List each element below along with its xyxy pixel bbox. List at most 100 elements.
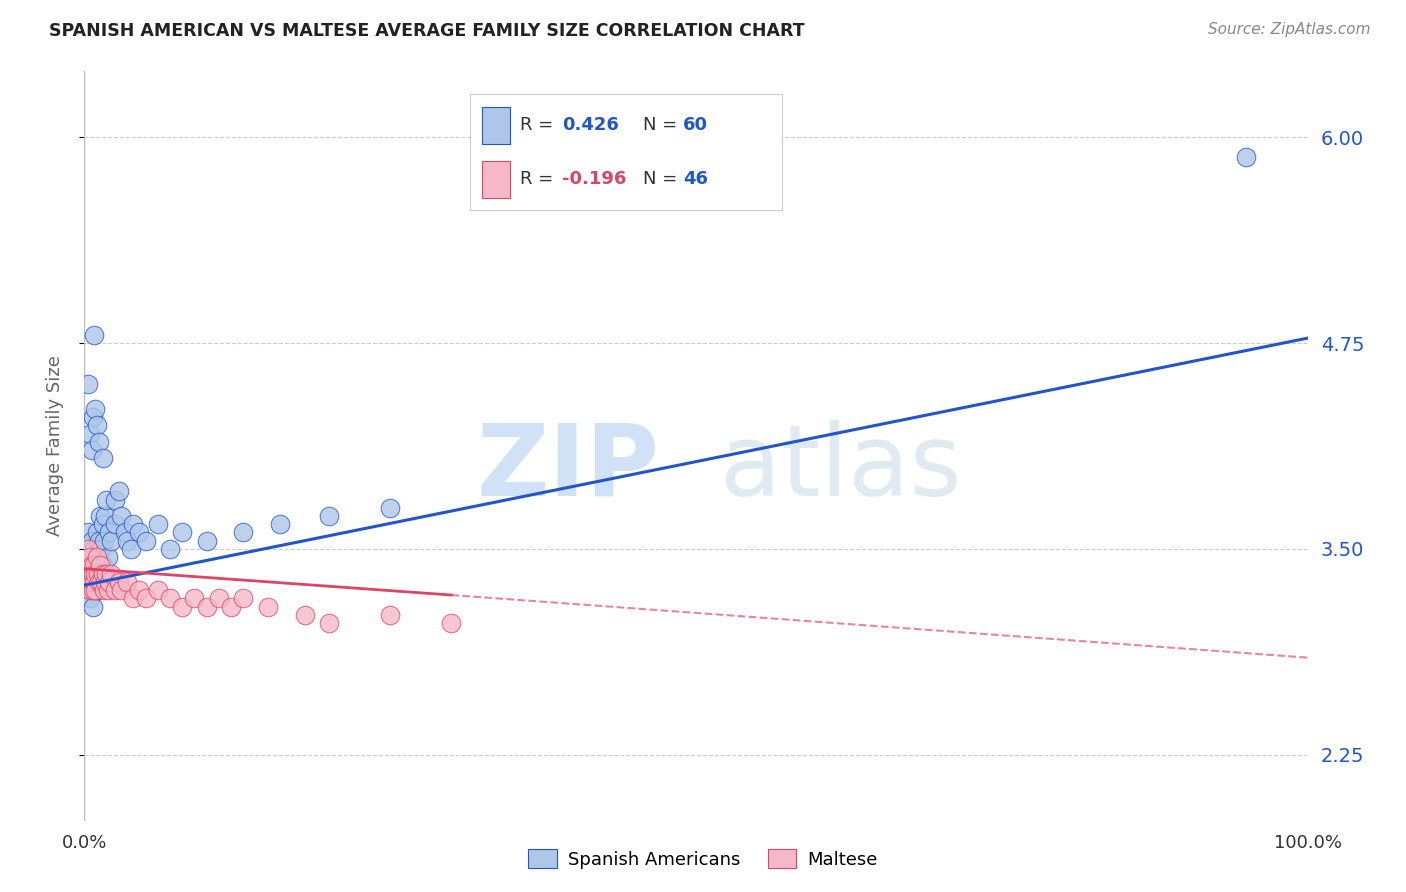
Point (380, 607, 402, 622)
Point (80, 574, 103, 589)
Point (257, 599, 280, 614)
Point (318, 508, 340, 523)
Point (110, 583, 132, 598)
Point (172, 525, 194, 540)
Point (183, 591, 205, 606)
Point (77, 525, 100, 540)
Point (76, 574, 98, 589)
Point (83, 541, 105, 556)
Point (159, 591, 181, 606)
Point (79, 550, 101, 565)
Point (89, 508, 111, 523)
Legend: Spanish Americans, Maltese: Spanish Americans, Maltese (522, 842, 884, 876)
Point (86, 550, 108, 565)
Point (219, 599, 242, 614)
Point (90, 574, 112, 589)
Point (135, 591, 157, 606)
Point (87, 566, 110, 581)
Point (87, 583, 110, 598)
Text: atlas: atlas (720, 420, 962, 517)
Point (318, 615, 340, 630)
Point (77, 583, 100, 598)
Point (97, 525, 120, 540)
Point (79, 426, 101, 441)
Point (380, 500, 402, 515)
Point (128, 583, 150, 598)
Point (82, 599, 104, 614)
Text: ZIP: ZIP (477, 420, 659, 517)
Point (97, 574, 120, 589)
Point (100, 533, 122, 548)
Text: Source: ZipAtlas.com: Source: ZipAtlas.com (1208, 22, 1371, 37)
Point (104, 583, 127, 598)
Point (84, 401, 107, 416)
Point (82, 566, 104, 581)
Point (83, 558, 105, 573)
Point (440, 615, 463, 630)
Point (83, 327, 105, 342)
Point (82, 410, 104, 425)
Point (84, 566, 107, 581)
Point (87, 574, 110, 589)
Point (1236, 150, 1258, 164)
Point (86, 566, 108, 581)
Point (80, 558, 103, 573)
Point (114, 525, 136, 540)
Y-axis label: Average Family Size: Average Family Size (45, 356, 63, 536)
Point (115, 533, 138, 548)
Point (195, 533, 218, 548)
Point (195, 599, 218, 614)
Point (79, 583, 101, 598)
Point (294, 607, 316, 622)
Point (115, 574, 138, 589)
Point (135, 533, 157, 548)
Point (96, 492, 118, 507)
Point (87, 434, 110, 449)
Point (91, 451, 114, 466)
Point (89, 558, 111, 573)
Point (93, 583, 115, 598)
Point (128, 525, 150, 540)
Point (77, 566, 100, 581)
Point (75, 566, 97, 581)
Point (91, 558, 114, 573)
Point (104, 517, 127, 532)
Point (90, 541, 112, 556)
Point (77, 541, 100, 556)
Point (93, 533, 115, 548)
Point (79, 591, 101, 606)
Point (84, 583, 107, 598)
Point (107, 484, 129, 499)
Point (91, 566, 114, 581)
Point (75, 558, 97, 573)
Point (104, 492, 127, 507)
Point (97, 550, 120, 565)
Point (232, 591, 254, 606)
Point (82, 558, 104, 573)
Point (86, 418, 108, 433)
Point (83, 574, 105, 589)
Point (84, 550, 107, 565)
Point (159, 541, 181, 556)
Point (77, 377, 100, 392)
Text: SPANISH AMERICAN VS MALTESE AVERAGE FAMILY SIZE CORRELATION CHART: SPANISH AMERICAN VS MALTESE AVERAGE FAMI… (49, 22, 804, 40)
Point (120, 541, 142, 556)
Point (87, 550, 110, 565)
Point (107, 574, 129, 589)
Point (80, 443, 103, 458)
Point (83, 566, 105, 581)
Point (82, 583, 104, 598)
Point (94, 508, 117, 523)
Point (96, 566, 118, 581)
Point (94, 574, 117, 589)
Point (86, 525, 108, 540)
Point (97, 583, 120, 598)
Point (110, 508, 132, 523)
Point (77, 558, 100, 573)
Point (146, 517, 169, 532)
Point (208, 591, 231, 606)
Point (269, 517, 291, 532)
Point (122, 591, 145, 606)
Point (87, 533, 110, 548)
Point (146, 583, 169, 598)
